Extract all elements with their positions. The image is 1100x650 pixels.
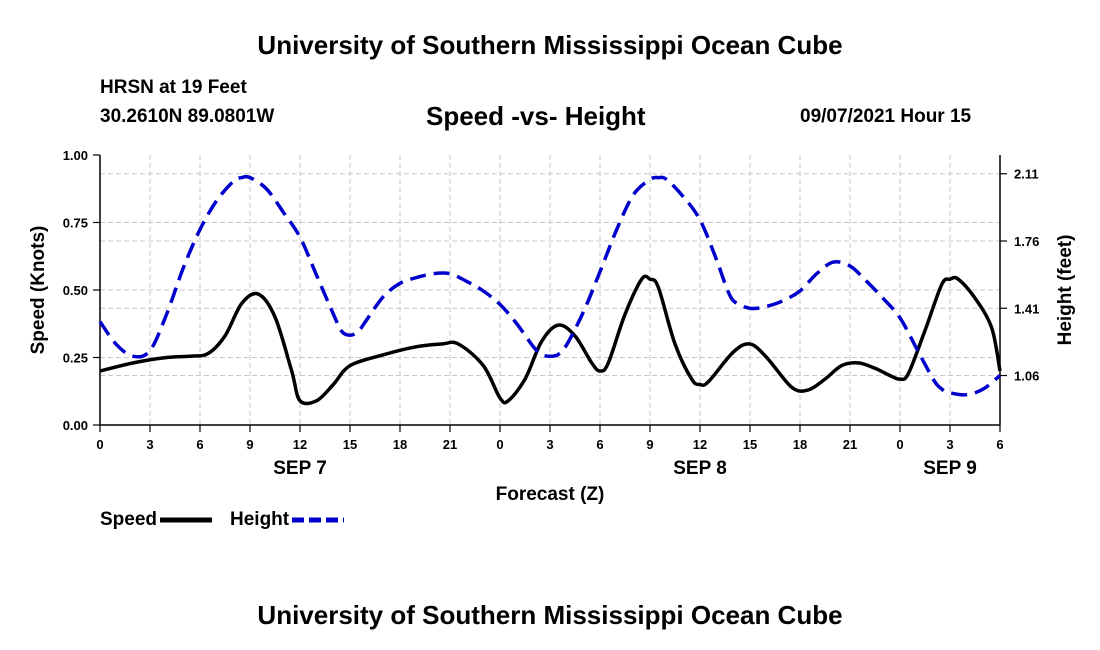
station-label: HRSN at 19 Feet bbox=[100, 77, 247, 98]
x-tick-label: 0 bbox=[496, 437, 503, 452]
x-tick-label: 21 bbox=[843, 437, 857, 452]
date-label: SEP 9 bbox=[923, 458, 977, 479]
left-y-tick-label: 0.50 bbox=[63, 283, 88, 298]
x-tick-label: 12 bbox=[293, 437, 307, 452]
right-y-tick-label: 2.11 bbox=[1014, 167, 1039, 182]
forecast-datetime: 09/07/2021 Hour 15 bbox=[800, 106, 972, 127]
x-tick-label: 3 bbox=[146, 437, 153, 452]
x-tick-label: 9 bbox=[646, 437, 653, 452]
x-tick-label: 15 bbox=[343, 437, 357, 452]
left-y-tick-label: 1.00 bbox=[63, 148, 88, 163]
left-y-tick-label: 0.00 bbox=[63, 418, 88, 433]
x-tick-label: 6 bbox=[596, 437, 603, 452]
x-tick-label: 21 bbox=[443, 437, 457, 452]
x-tick-label: 15 bbox=[743, 437, 757, 452]
x-tick-label: 3 bbox=[546, 437, 553, 452]
series-line-speed bbox=[99, 274, 1002, 406]
right-y-tick-label: 1.06 bbox=[1014, 369, 1039, 384]
date-label: SEP 7 bbox=[273, 458, 327, 479]
x-tick-label: 6 bbox=[196, 437, 203, 452]
x-tick-label: 9 bbox=[246, 437, 253, 452]
x-tick-label: 12 bbox=[693, 437, 707, 452]
x-axis-label: Forecast (Z) bbox=[496, 484, 605, 505]
page-title-top: University of Southern Mississippi Ocean… bbox=[257, 30, 843, 60]
left-y-tick-label: 0.75 bbox=[63, 216, 88, 231]
x-tick-label: 0 bbox=[896, 437, 903, 452]
right-y-axis-label: Height (feet) bbox=[1055, 235, 1076, 346]
x-tick-label: 3 bbox=[946, 437, 953, 452]
x-tick-label: 0 bbox=[96, 437, 103, 452]
left-y-tick-label: 0.25 bbox=[63, 351, 88, 366]
date-label: SEP 8 bbox=[673, 458, 727, 479]
left-y-axis-label: Speed (Knots) bbox=[28, 226, 49, 355]
chart-title: Speed -vs- Height bbox=[426, 101, 646, 131]
right-y-tick-label: 1.76 bbox=[1014, 234, 1039, 249]
series-line-height bbox=[98, 174, 1002, 397]
page-title-bottom: University of Southern Mississippi Ocean… bbox=[257, 600, 843, 630]
x-tick-label: 6 bbox=[996, 437, 1003, 452]
x-tick-label: 18 bbox=[393, 437, 407, 452]
right-y-tick-label: 1.41 bbox=[1014, 301, 1039, 316]
coordinates-label: 30.2610N 89.0801W bbox=[100, 106, 275, 127]
legend-label-speed: Speed bbox=[100, 509, 157, 530]
legend-label-height: Height bbox=[230, 509, 290, 530]
x-tick-label: 18 bbox=[793, 437, 807, 452]
